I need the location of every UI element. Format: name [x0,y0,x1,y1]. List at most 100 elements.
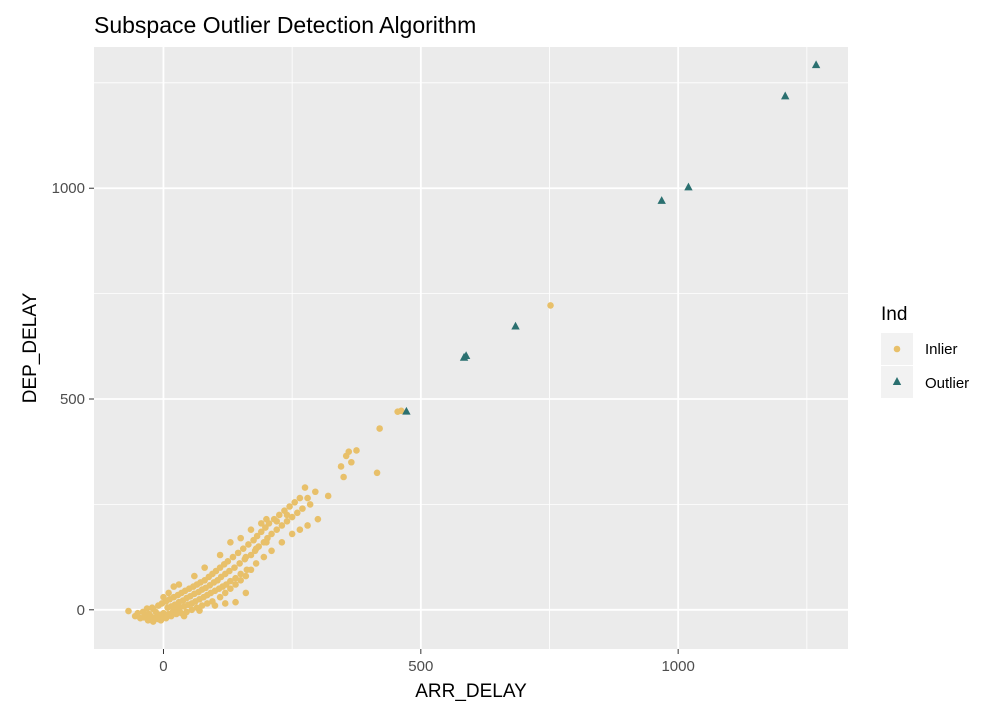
legend-label-inlier: Inlier [925,341,958,358]
inlier-point [203,600,211,607]
inlier-point [373,469,381,477]
inlier-point [345,448,353,456]
inlier-point [304,494,311,502]
inlier-point [211,602,219,609]
inlier-point [291,498,299,506]
inlier-point [198,602,206,609]
outlier-point [811,60,821,69]
inlier-point [125,607,132,615]
inlier-point [247,551,255,559]
inlier-point [236,560,243,567]
outlier-point [781,91,790,100]
inlier-point [232,581,239,588]
inlier-point [278,539,286,546]
inlier-point [216,551,224,559]
inlier-point [237,534,244,542]
inlier-point [397,407,405,415]
inlier-point [162,614,170,622]
legend-outlier-marker [892,377,902,385]
major-grid [94,47,848,649]
inlier-point [324,492,332,500]
inlier-point [239,545,247,552]
inlier-point [263,539,270,546]
inlier-point [165,589,172,597]
inlier-point [293,509,301,517]
inlier-point [286,503,293,510]
chart-title: Subspace Outlier Detection Algorithm [94,12,476,38]
inlier-point [252,560,260,567]
inlier-point [160,593,167,601]
legend-label-outlier: Outlier [925,375,969,392]
plot-panel [94,47,848,649]
inlier-point [288,513,296,521]
inlier-point [227,585,234,593]
x-tick-label: 500 [408,658,433,675]
inlier-point [288,530,296,538]
inlier-point [226,567,233,575]
inlier-point [201,564,208,571]
inlier-point [232,574,239,582]
inlier-point [155,615,162,623]
x-axis-title: ARR_DELAY [415,681,527,702]
inlier-point [196,607,203,614]
y-axis-ticks: 0 500 1000 [52,180,94,619]
inlier-point [167,612,175,620]
inlier-point [314,515,322,523]
inlier-point [221,589,229,597]
inlier-point [247,526,255,533]
x-axis-ticks: 0 500 1000 [159,649,695,675]
inlier-point [273,517,281,525]
outlier-point [511,321,520,330]
inlier-point [257,520,265,527]
inlier-point [242,572,250,580]
inlier-point [306,501,314,508]
inlier-point [547,302,554,309]
inlier-point [283,517,291,525]
inlier-point [376,425,383,432]
inlier-point [216,593,224,601]
inlier-point [263,515,270,523]
minor-grid [94,47,848,649]
inlier-point [340,473,347,481]
inlier-point [149,605,157,613]
inlier-point [304,522,311,529]
inlier-point [188,606,196,614]
inlier-point [260,553,268,561]
inlier-point [296,494,304,502]
legend-title: Ind [881,304,907,325]
inlier-point [312,488,319,496]
inlier-point [273,526,281,533]
inlier-point [175,581,183,588]
inlier-point [234,549,242,557]
inlier-point [242,553,250,561]
legend: Ind Inlier Outlier [881,304,969,398]
inlier-point [143,605,151,612]
inlier-point [337,463,345,470]
inlier-point [173,610,180,618]
inlier-point [232,598,239,606]
inlier-point [224,558,232,565]
inlier-point [268,547,275,555]
inlier-point [253,532,261,540]
inlier-point [221,600,229,607]
inlier-point [229,553,237,561]
inlier-point [231,564,238,571]
legend-inlier-marker [893,345,901,353]
inlier-point [353,447,360,454]
inlier-point [247,566,255,574]
inlier-point [278,522,286,529]
outlier-point [684,182,693,191]
outlier-points [402,60,821,415]
inlier-point [227,577,234,585]
inlier-point [301,484,309,491]
inlier-points [125,302,554,625]
inlier-point [296,526,304,533]
inlier-point [252,545,260,552]
inlier-point [348,458,355,466]
y-tick-label: 500 [60,391,85,408]
inlier-point [180,612,188,620]
y-tick-label: 0 [77,602,85,619]
inlier-point [191,572,198,580]
inlier-point [170,583,178,590]
